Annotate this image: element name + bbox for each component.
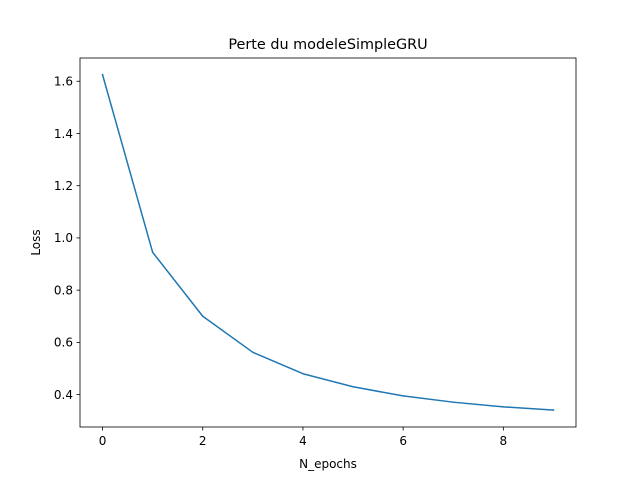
data-point — [402, 395, 404, 397]
x-tick-label: 8 — [500, 434, 508, 448]
data-point — [201, 315, 204, 318]
x-tick-label: 2 — [199, 434, 207, 448]
y-axis-ticks: 0.4 0.6 0.8 1.0 1.2 1.4 1.6 — [54, 75, 80, 402]
y-tick-label: 1.2 — [54, 179, 73, 193]
data-point — [502, 406, 505, 408]
data-point — [352, 386, 354, 388]
y-tick-label: 0.8 — [54, 283, 73, 297]
x-tick-label: 6 — [399, 434, 407, 448]
x-axis-ticks: 0 2 4 6 8 — [99, 427, 507, 448]
y-tick-label: 1.0 — [54, 231, 73, 245]
data-point — [101, 73, 104, 76]
x-tick-label: 0 — [99, 434, 107, 448]
data-point — [552, 409, 555, 411]
chart-title: Perte du modeleSimpleGRU — [228, 37, 427, 53]
series-line-0 — [101, 73, 555, 411]
y-axis-label: Loss — [29, 229, 43, 255]
data-point — [252, 351, 254, 354]
y-tick-label: 0.6 — [54, 336, 73, 350]
x-axis-label: N_epochs — [299, 457, 357, 471]
data-point — [452, 401, 455, 403]
data-point — [302, 372, 304, 375]
x-tick-label: 4 — [299, 434, 307, 448]
data-point — [151, 251, 154, 254]
plot-frame — [79, 57, 577, 428]
y-tick-label: 1.6 — [54, 75, 73, 89]
series-layer — [101, 73, 555, 411]
y-tick-label: 1.4 — [54, 127, 73, 141]
y-tick-label: 0.4 — [54, 388, 73, 402]
